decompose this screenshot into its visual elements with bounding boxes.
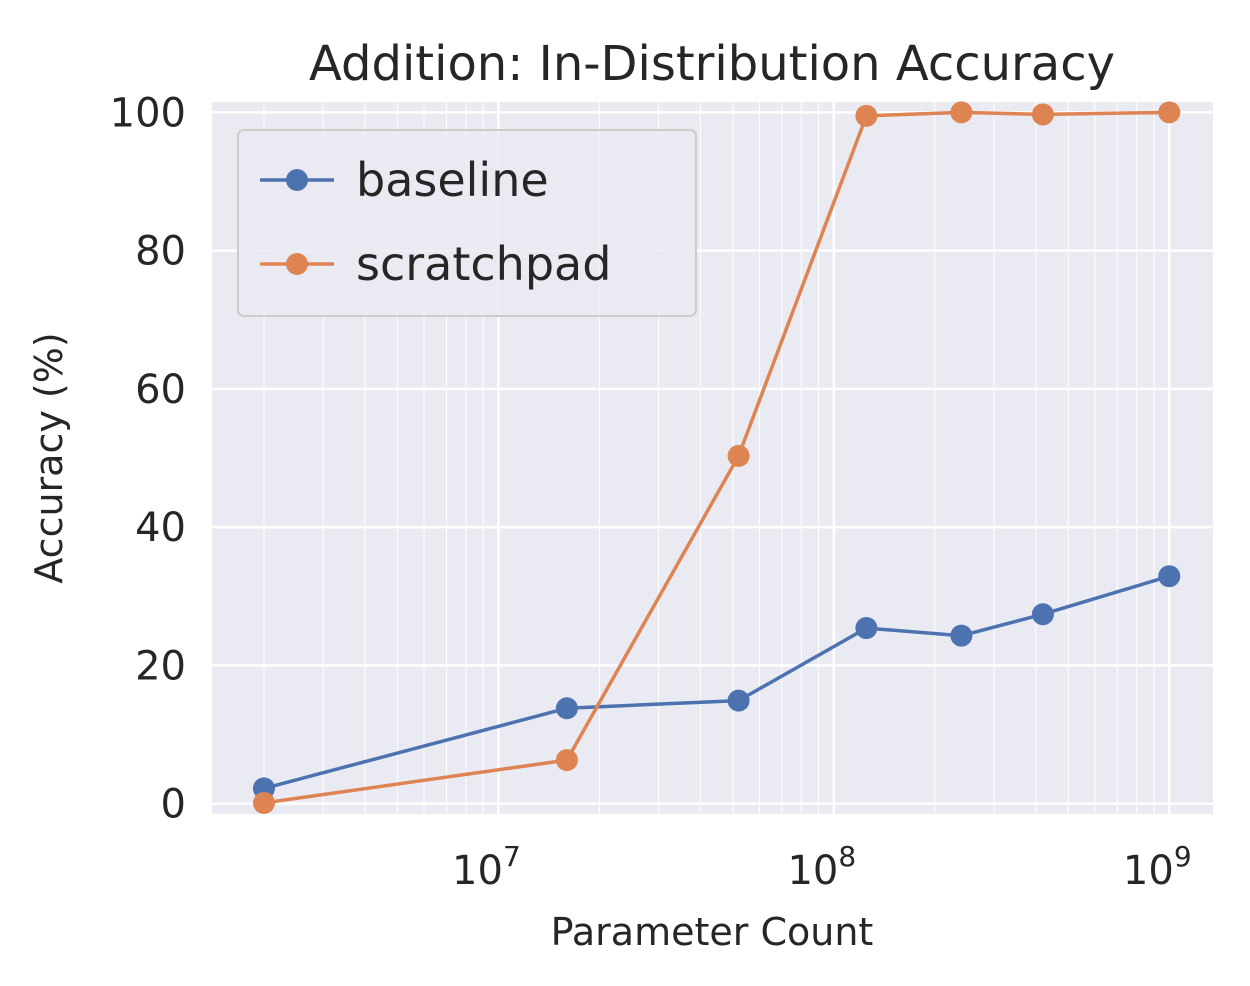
baseline-point — [727, 689, 750, 712]
baseline-point — [555, 697, 578, 720]
y-tick-label: 80 — [135, 229, 186, 275]
scratchpad-point — [1031, 103, 1054, 126]
legend: baseline scratchpad — [237, 129, 697, 317]
x-tick-labels: 107 108 109 — [452, 840, 1192, 894]
series-scratchpad — [252, 101, 1181, 814]
legend-baseline-marker — [286, 169, 308, 191]
legend-box — [237, 129, 697, 317]
y-tick-label: 20 — [135, 643, 186, 689]
scratchpad-point — [950, 101, 973, 124]
scratchpad-point — [555, 749, 578, 772]
baseline-point — [1158, 565, 1181, 588]
x-tick-label: 109 — [1123, 840, 1192, 894]
y-tick-labels: 0 20 40 60 80 100 — [110, 90, 186, 827]
baseline-point — [1031, 603, 1054, 626]
scratchpad-point — [1158, 101, 1181, 124]
baseline-point — [950, 624, 973, 647]
y-tick-label: 60 — [135, 367, 186, 413]
legend-scratchpad-marker — [286, 253, 308, 275]
scratchpad-point — [727, 444, 750, 467]
scratchpad-point — [855, 104, 878, 127]
scratchpad-point — [252, 791, 275, 814]
legend-scratchpad-label: scratchpad — [356, 237, 611, 291]
y-tick-label: 0 — [161, 782, 186, 828]
x-axis-label: Parameter Count — [551, 910, 874, 954]
y-tick-label: 100 — [110, 90, 186, 136]
series-baseline — [252, 565, 1181, 800]
chart-title: Addition: In-Distribution Accuracy — [309, 36, 1115, 92]
y-tick-label: 40 — [135, 505, 186, 551]
series-layer — [252, 101, 1181, 814]
legend-baseline-label: baseline — [356, 153, 549, 207]
x-tick-label: 108 — [787, 840, 856, 894]
baseline-point — [855, 617, 878, 640]
y-axis-label: Accuracy (%) — [27, 332, 71, 583]
x-tick-label: 107 — [452, 840, 521, 894]
